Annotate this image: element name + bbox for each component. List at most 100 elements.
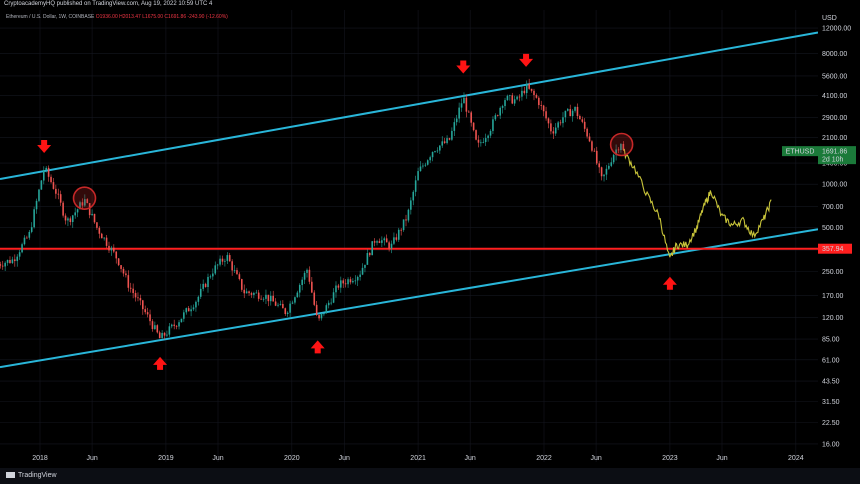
candle-body <box>117 258 120 266</box>
time-tick-label: 2022 <box>536 455 552 462</box>
candle-body <box>581 119 584 122</box>
candle-body <box>267 294 270 302</box>
candle-body <box>593 150 596 152</box>
down-arrow-marker <box>37 140 52 154</box>
candle-body <box>69 218 72 223</box>
candle-body <box>397 229 400 240</box>
candle-body <box>144 309 147 313</box>
candle-body <box>79 202 81 210</box>
price-tick-label: 2100.00 <box>822 135 847 142</box>
candle-body <box>518 96 521 98</box>
candle-body <box>320 313 323 319</box>
candle-body <box>178 322 180 327</box>
candle-body <box>612 154 615 163</box>
candle-body <box>55 188 57 194</box>
candle-body <box>296 292 299 298</box>
candle-body <box>378 241 381 243</box>
candle-body <box>419 166 422 172</box>
candle-body <box>190 309 192 312</box>
candle-body <box>366 253 369 265</box>
candle-body <box>610 162 613 166</box>
tradingview-logo[interactable]: TradingView <box>6 472 57 479</box>
last-price-label: 1691.86 <box>822 149 847 156</box>
candle-body <box>451 130 453 140</box>
candle-body <box>567 109 569 111</box>
price-tick-label: 700.00 <box>822 204 844 211</box>
candle-body <box>64 215 67 221</box>
channel-lines <box>0 31 819 369</box>
price-tick-label: 4100.00 <box>822 93 847 100</box>
candle-body <box>187 308 190 312</box>
candle-body <box>588 136 591 142</box>
candle-body <box>388 242 390 249</box>
candle-body <box>453 122 456 131</box>
candle-body <box>569 109 572 117</box>
candle-body <box>262 298 265 300</box>
candle-body <box>571 110 574 117</box>
candle-body <box>265 294 267 299</box>
candle-body <box>11 259 14 264</box>
candle-body <box>301 279 303 286</box>
candle-body <box>113 247 115 252</box>
candle-body <box>368 253 371 256</box>
candle-body <box>279 303 282 305</box>
candle-body <box>110 247 113 251</box>
candle-body <box>542 105 545 112</box>
candle-body <box>183 312 185 319</box>
candle-body <box>245 291 248 294</box>
candle-body <box>352 280 354 283</box>
candle-body <box>344 283 347 285</box>
candle-body <box>615 149 617 155</box>
time-tick-label: Jun <box>86 455 97 462</box>
lower-channel-line <box>0 228 819 369</box>
candle-body <box>272 295 274 302</box>
candle-body <box>250 293 253 295</box>
candle-body <box>277 304 279 306</box>
candle-body <box>315 304 318 315</box>
time-tick-label: Jun <box>212 455 223 462</box>
candle-body <box>550 123 552 132</box>
candle-body <box>132 288 134 294</box>
candle-body <box>21 244 23 253</box>
ohlc-values: O1936.00 H2013.47 L1675.00 C1691.86 -243… <box>95 14 228 20</box>
candle-body <box>523 90 526 94</box>
time-tick-label: 2024 <box>788 455 804 462</box>
candle-body <box>1 265 4 267</box>
candle-body <box>484 138 487 143</box>
candle-body <box>30 227 33 232</box>
price-tick-label: 500.00 <box>822 225 844 232</box>
candle-body <box>364 264 366 268</box>
candle-body <box>342 280 345 284</box>
candle-body <box>325 305 328 314</box>
candle-body <box>424 164 427 166</box>
candle-body <box>376 241 378 243</box>
candle-body <box>204 283 207 287</box>
candle-body <box>533 90 535 96</box>
price-tick-label: 5600.00 <box>822 73 847 80</box>
time-tick-label: Jun <box>590 455 601 462</box>
candle-body <box>23 237 26 245</box>
time-tick-label: 2019 <box>158 455 174 462</box>
candle-body <box>472 122 475 131</box>
candle-body <box>214 265 217 274</box>
time-tick-label: Jun <box>339 455 350 462</box>
candle-body <box>489 130 492 136</box>
down-arrow-marker <box>519 53 534 67</box>
projection-line <box>623 148 772 258</box>
candle-body <box>255 292 258 294</box>
candle-body <box>407 209 410 221</box>
candle-body <box>45 167 48 171</box>
price-tick-label: 2900.00 <box>822 115 847 122</box>
candle-body <box>9 259 11 264</box>
candles-series <box>0 78 625 340</box>
candle-body <box>335 285 337 293</box>
time-tick-label: 2023 <box>662 455 678 462</box>
candle-body <box>422 165 424 167</box>
candle-body <box>122 268 125 274</box>
candle-body <box>18 252 21 257</box>
candle-body <box>622 143 625 150</box>
candle-body <box>547 118 550 124</box>
candle-body <box>465 97 468 112</box>
time-tick-label: 2021 <box>410 455 426 462</box>
